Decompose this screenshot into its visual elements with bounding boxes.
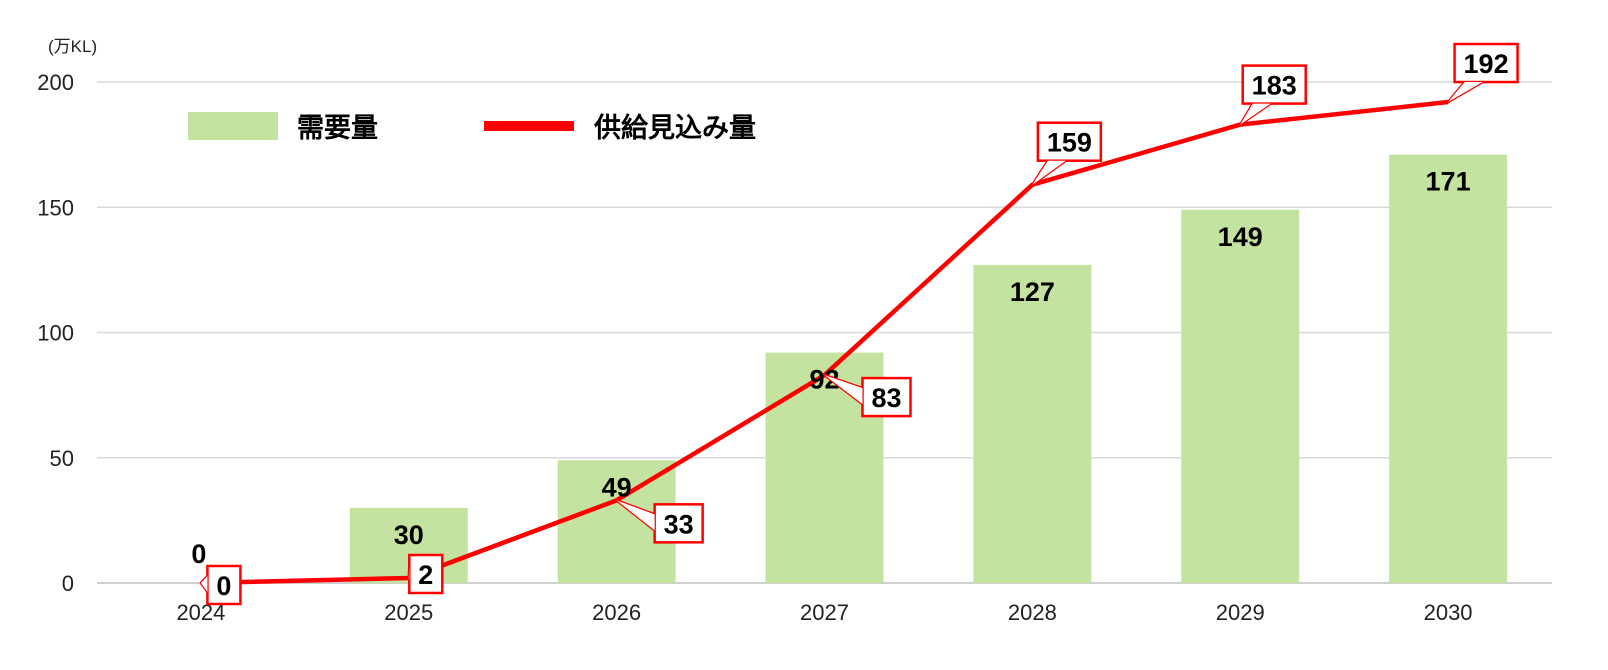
y-tick-label: 100 — [37, 321, 74, 346]
supply-callout-pointer-fill — [200, 576, 208, 592]
supply-callout-pointer-fill — [616, 500, 655, 531]
x-tick-label: 2029 — [1216, 600, 1265, 625]
legend: 需要量 供給見込み量 — [188, 112, 756, 144]
x-tick-label: 2028 — [1008, 600, 1057, 625]
supply-callout-box — [1453, 42, 1519, 84]
legend-label-demand: 需要量 — [297, 113, 378, 144]
demand-bar-label: 49 — [602, 472, 632, 502]
supply-line-label: 33 — [664, 509, 694, 539]
supply-callout-box — [408, 553, 444, 595]
grid — [97, 81, 1552, 584]
supply-line-label: 0 — [216, 571, 231, 601]
x-tick-label: 2026 — [592, 600, 641, 625]
demand-bar — [973, 264, 1092, 583]
supply-callout-box — [1241, 64, 1307, 105]
demand-bar-label: 0 — [191, 539, 206, 569]
supply-callout-box — [653, 503, 704, 544]
supply-callout-pointer-fill — [1448, 82, 1483, 103]
supply-line-label: 83 — [871, 383, 901, 413]
x-tick-label: 2030 — [1424, 600, 1473, 625]
supply-callout: 183 — [1238, 64, 1307, 126]
supply-callout: 83 — [823, 373, 912, 418]
y-tick-label: 0 — [62, 571, 74, 596]
legend-label-supply: 供給見込み量 — [593, 112, 756, 144]
supply-callout: 2 — [407, 553, 444, 595]
demand-bar-label: 30 — [394, 520, 424, 550]
supply-callout: 0 — [199, 564, 242, 606]
supply-line-label: 2 — [418, 560, 433, 590]
legend-swatch-demand — [188, 112, 278, 140]
demand-bar — [1389, 154, 1508, 583]
x-tick-label: 2027 — [800, 600, 849, 625]
demand-bar-label: 171 — [1426, 167, 1471, 197]
demand-bar — [1181, 209, 1300, 583]
x-tick-label: 2025 — [384, 600, 433, 625]
supply-line-label: 183 — [1252, 71, 1297, 101]
supply-callout-box — [861, 376, 912, 418]
supply-callout-pointer-fill — [1240, 103, 1271, 125]
supply-line-label: 192 — [1464, 49, 1509, 79]
demand-bar-label: 149 — [1218, 222, 1263, 252]
y-tick-label: 50 — [50, 446, 74, 471]
supply-callout: 33 — [615, 499, 704, 544]
y-tick-label: 150 — [37, 195, 74, 220]
supply-callout-box — [206, 564, 242, 606]
supply-callout-pointer-fill — [1032, 160, 1066, 185]
demand-bars — [349, 154, 1508, 583]
supply-callout-pointer-fill — [408, 564, 410, 581]
supply-callout-box — [1036, 121, 1103, 162]
demand-bar-label: 127 — [1010, 277, 1055, 307]
supply-callout-pointer-fill — [824, 375, 863, 405]
supply-callout: 159 — [1031, 121, 1103, 186]
supply-callout: 192 — [1446, 42, 1519, 104]
y-axis-unit-label: (万KL) — [48, 37, 97, 56]
y-tick-label: 200 — [37, 70, 74, 95]
supply-line-label: 159 — [1047, 128, 1092, 158]
